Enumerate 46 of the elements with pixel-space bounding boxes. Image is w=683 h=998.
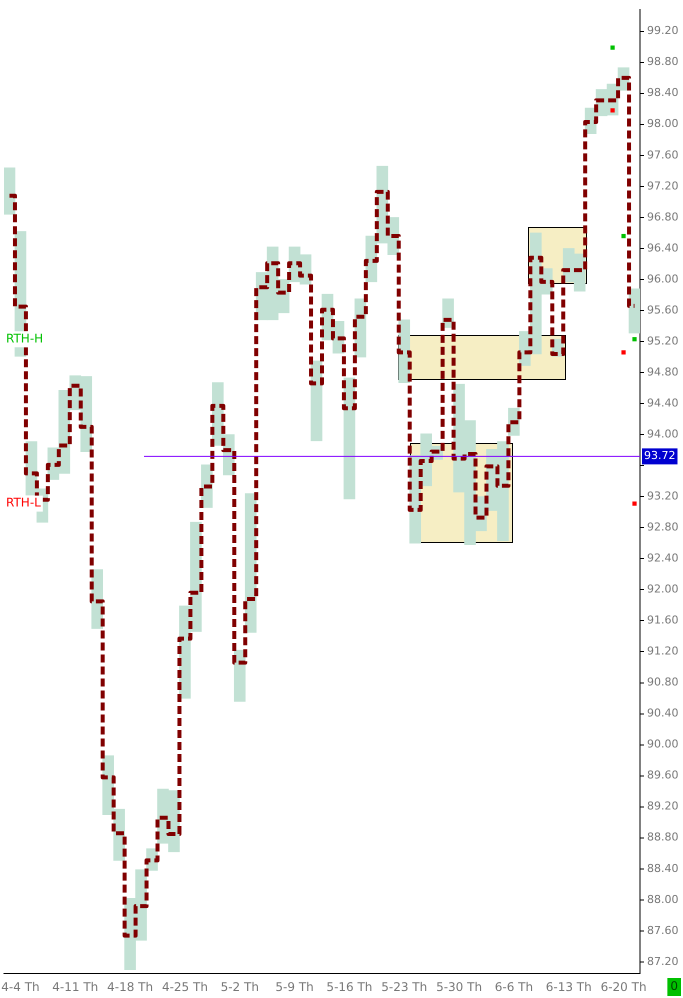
y-tick-label: 94.40	[647, 396, 678, 410]
x-tick-label: 5-9 Th	[275, 980, 314, 994]
y-tick-label: 89.60	[647, 768, 678, 782]
y-tick-label: 98.00	[647, 117, 678, 130]
y-tick-label: 97.20	[647, 179, 678, 192]
y-tick-label: 93.20	[647, 490, 678, 502]
y-tick-label: 98.40	[647, 86, 678, 100]
y-tick-label: 97.60	[647, 148, 678, 162]
y-tick-label: 90.00	[647, 738, 678, 751]
y-tick-label: 87.60	[647, 924, 678, 937]
y-tick-label: 88.40	[647, 862, 678, 875]
y-tick-label: 96.00	[647, 272, 678, 286]
y-tick-label: 89.20	[647, 800, 678, 813]
ref-line-label: 93.72	[644, 449, 676, 462]
y-tick-label: 94.00	[647, 427, 678, 440]
x-tick-label: 6-6 Th	[494, 980, 534, 994]
y-tick-label: 91.60	[647, 614, 678, 627]
y-tick-label: 99.20	[647, 24, 678, 38]
y-tick-label: 92.00	[647, 582, 678, 596]
x-tick-label: 5-30 Th	[436, 980, 482, 994]
x-tick-label: 4-4 Th	[1, 980, 40, 994]
x-tick-label: 4-18 Th	[107, 980, 154, 994]
y-tick-label: 95.60	[647, 303, 678, 316]
x-tick-label: 6-13 Th	[546, 980, 592, 994]
y-tick-label: 96.80	[647, 210, 678, 224]
x-tick-label: 5-23 Th	[381, 980, 428, 994]
x-tick-label: 5-2 Th	[220, 980, 259, 994]
y-tick-label: 98.80	[647, 55, 678, 68]
annotation: RTH-H	[6, 331, 44, 346]
y-tick-label: 95.20	[647, 334, 678, 348]
y-tick-label: 92.40	[647, 552, 678, 565]
x-tick-label: 5-16 Th	[326, 980, 372, 994]
y-tick-label: 94.80	[647, 365, 678, 378]
y-tick-label: 96.40	[647, 241, 678, 254]
y-tick-label: 90.40	[647, 706, 678, 720]
y-tick-label: 92.80	[647, 520, 678, 534]
y-tick-label: 88.00	[647, 892, 678, 906]
y-tick-label: 91.20	[647, 644, 678, 658]
y-tick-label: 90.80	[647, 676, 678, 689]
y-tick-label: 87.20	[647, 954, 678, 968]
text: 0	[670, 979, 678, 994]
x-tick-label: 4-25 Th	[162, 980, 208, 994]
x-tick-label: 4-11 Th	[52, 980, 98, 994]
y-tick-label: 88.80	[647, 830, 678, 844]
x-tick-label: 6-20 Th	[600, 980, 647, 994]
annotation: RTH-L	[6, 496, 42, 510]
